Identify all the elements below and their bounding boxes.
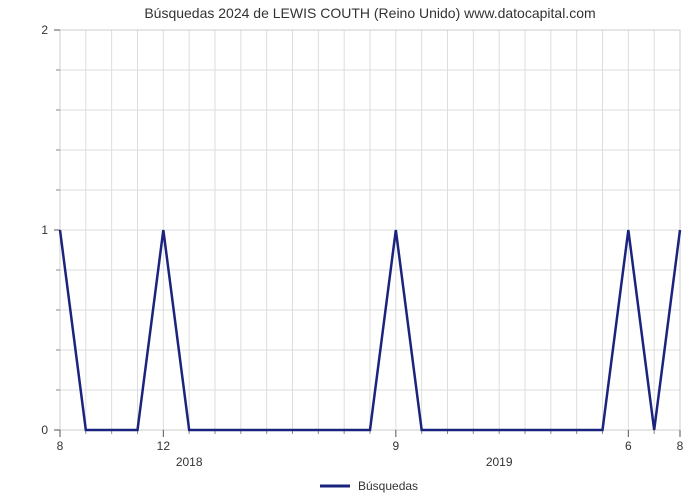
x-tick-label: 8 [677, 439, 684, 453]
x-tick-label: 8 [57, 439, 64, 453]
x-tick-label: 12 [157, 439, 171, 453]
x-tick-label: 9 [392, 439, 399, 453]
legend-label: Búsquedas [358, 479, 418, 493]
y-tick-label: 2 [41, 23, 48, 37]
grid [60, 30, 680, 430]
y-tick-label: 1 [41, 223, 48, 237]
y-tick-label: 0 [41, 423, 48, 437]
chart-container: Búsquedas 2024 de LEWIS COUTH (Reino Uni… [0, 0, 700, 500]
x-tick-label: 6 [625, 439, 632, 453]
x-year-label: 2019 [486, 455, 513, 469]
x-year-label: 2018 [176, 455, 203, 469]
line-chart: Búsquedas 2024 de LEWIS COUTH (Reino Uni… [0, 0, 700, 500]
chart-title: Búsquedas 2024 de LEWIS COUTH (Reino Uni… [144, 5, 595, 21]
